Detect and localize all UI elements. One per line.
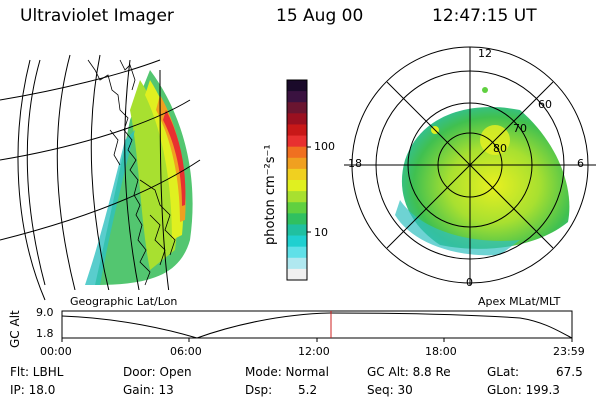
timeline-x-1200: 12:00 [298,345,330,358]
mode-info: Mode: Normal [245,365,329,379]
filter-info: Flt: LBHL [10,365,64,379]
colorbar-segment [287,268,307,281]
dsp-value: 5.2 [298,383,318,397]
colorbar-segment [287,157,307,170]
altitude-timeline [61,310,573,342]
timeline-x-0000: 00:00 [40,345,72,358]
mlt-label-18: 18 [348,157,362,170]
polar-caption: Apex MLat/MLT [478,295,561,308]
colorbar-segment [287,257,307,270]
colorbar-segment [287,80,307,92]
colorbar-tick-100: 100 [314,140,335,153]
colorbar-segment [287,191,307,203]
dsp-info: Dsp: [245,383,273,397]
geographic-map [0,54,201,290]
colorbar-segment [287,135,307,148]
colorbar [287,80,307,281]
time-label: 12:47:15 UT [432,6,537,26]
door-info: Door: Open [123,365,192,379]
colorbar-segment [287,113,307,126]
gain-info: Gain: 13 [123,383,174,397]
lat-label-60: 60 [538,98,552,111]
lat-label-80: 80 [493,142,507,155]
colorbar-segment [287,202,307,214]
colorbar-segment [287,180,307,192]
app-title: Ultraviolet Imager [20,6,174,26]
ip-info: IP: 18.0 [10,383,56,397]
gc-alt-info: GC Alt: 8.8 Re [367,365,451,379]
mlt-label-0: 0 [466,276,473,289]
colorbar-segment [287,91,307,103]
date-label: 15 Aug 00 [276,6,364,26]
timeline-y-1: 1.8 [36,327,54,340]
colorbar-segment [287,246,307,259]
colorbar-segment [287,224,307,237]
glat-info: GLat: [487,365,520,379]
timeline-x-0600: 06:00 [170,345,202,358]
colorbar-segment [287,124,307,137]
colorbar-segment [287,235,307,248]
colorbar-unit-label: photon cm⁻²s⁻¹ [263,144,278,245]
timeline-x-2359: 23:59 [553,345,585,358]
lat-label-70: 70 [513,122,527,135]
seq-info: Seq: 30 [367,383,413,397]
timeline-y-9: 9.0 [36,306,54,319]
mlt-label-6: 6 [577,157,584,170]
timeline-x-1800: 18:00 [425,345,457,358]
colorbar-segment [287,168,307,181]
colorbar-tick-10: 10 [314,226,328,239]
polar-plot [344,46,596,285]
mlt-label-12: 12 [478,47,492,60]
colorbar-segment [287,102,307,114]
colorbar-segment [287,213,307,226]
geo-caption: Geographic Lat/Lon [70,295,178,308]
timeline-axis-label: GC Alt [8,310,22,348]
glat-value: 67.5 [556,365,583,379]
glon-info: GLon: 199.3 [487,383,560,397]
colorbar-segment [287,146,307,159]
